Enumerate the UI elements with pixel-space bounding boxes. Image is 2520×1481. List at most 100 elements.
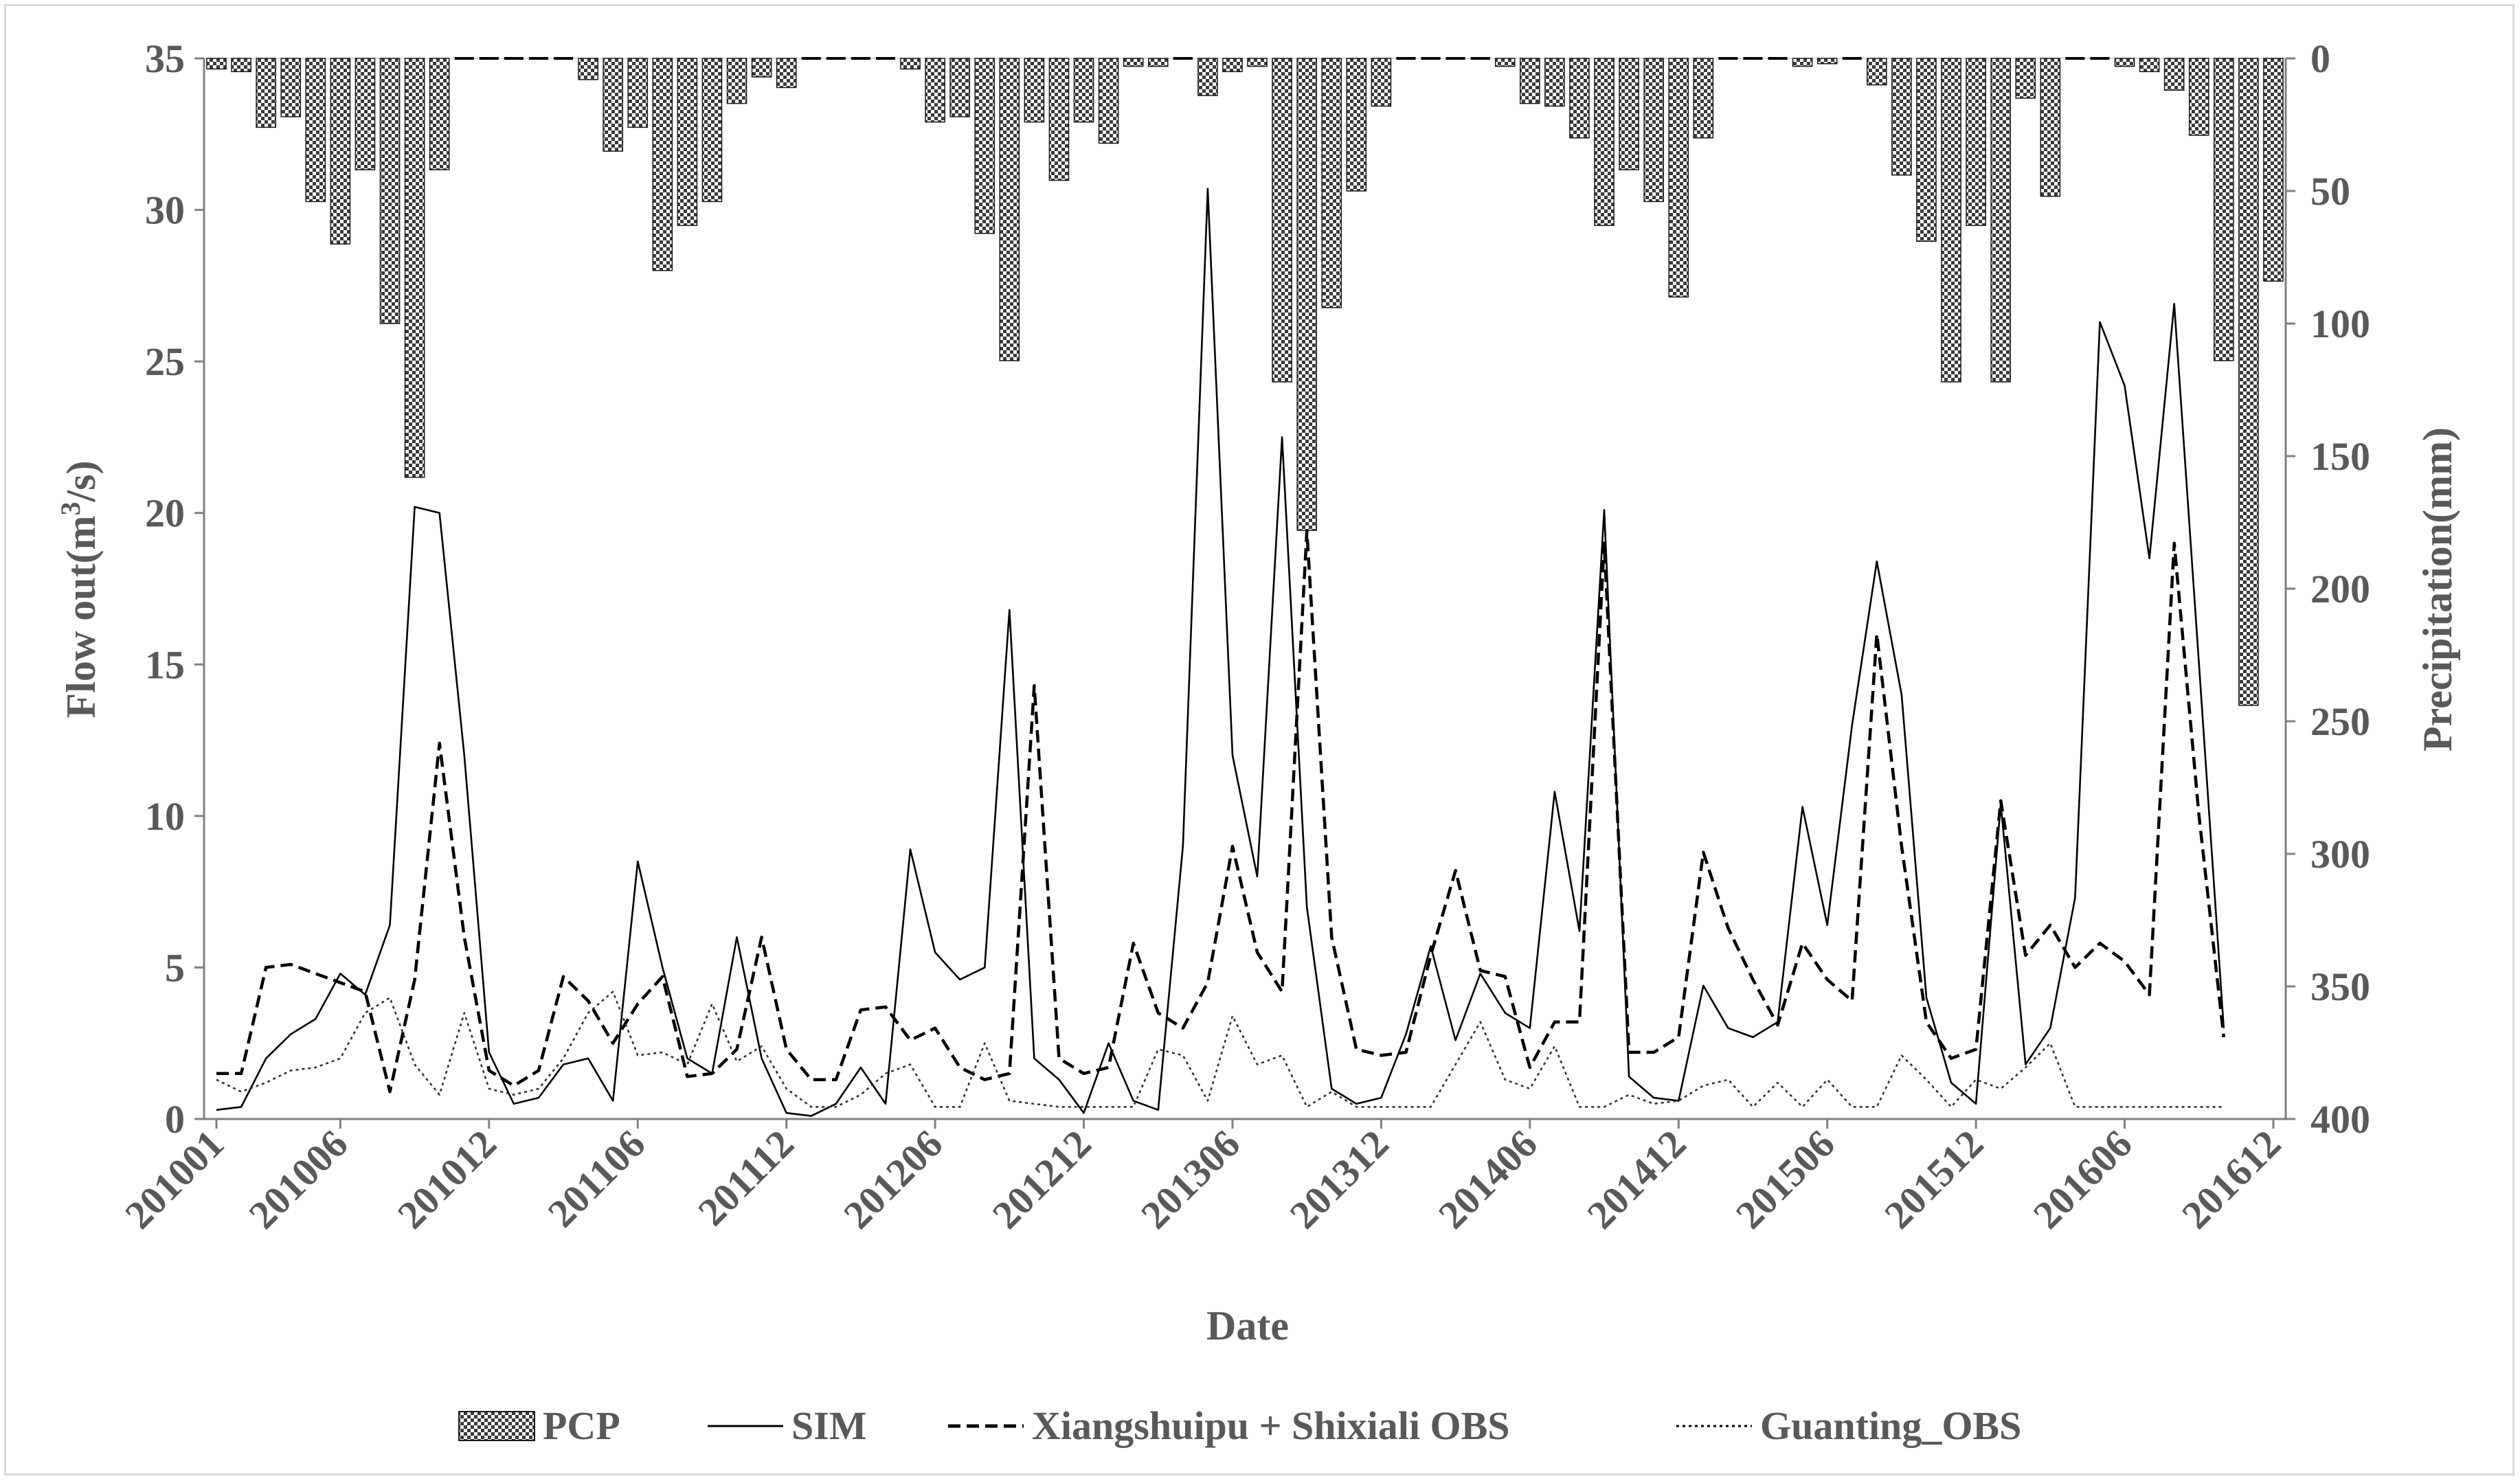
pcp-bar xyxy=(256,58,276,128)
x-tick-label: 201512 xyxy=(1876,1121,1992,1237)
x-tick-label: 201206 xyxy=(835,1121,951,1237)
pcp-bar xyxy=(1643,58,1664,203)
pcp-bar xyxy=(974,58,995,234)
x-tick-label: 201212 xyxy=(984,1121,1100,1237)
right-tick-label: 350 xyxy=(2310,964,2370,1009)
x-tick-label: 201012 xyxy=(389,1121,505,1237)
right-tick-label: 400 xyxy=(2310,1097,2370,1142)
pcp-bar xyxy=(1594,58,1615,226)
y-axis-right-label: Precipitation(mm) xyxy=(2415,427,2460,751)
x-tick-label: 201506 xyxy=(1727,1121,1843,1237)
right-tick-label: 0 xyxy=(2310,36,2330,81)
pcp-bar xyxy=(1891,58,1912,176)
right-tick-label: 150 xyxy=(2310,434,2370,479)
pcp-bar xyxy=(999,58,1020,361)
pcp-bar xyxy=(280,58,302,117)
legend-pcp-label: PCP xyxy=(543,1403,620,1448)
x-axis-ticks: 201001 201006 201012 201106 201112 201206 2012… xyxy=(116,1119,2289,1237)
right-tick-label: 300 xyxy=(2310,832,2370,877)
pcp-bar xyxy=(305,58,326,203)
pcp-bar xyxy=(1073,58,1094,123)
pcp-bar xyxy=(1990,58,2011,383)
pcp-bar xyxy=(1966,58,1986,226)
x-tick-label: 201112 xyxy=(689,1121,802,1234)
pcp-bar xyxy=(379,58,401,324)
pcp-bar xyxy=(2214,58,2234,361)
legend-sim-label: SIM xyxy=(791,1403,867,1448)
x-axis-label: Date xyxy=(1206,1303,1289,1348)
pcp-bar xyxy=(2263,58,2284,282)
pcp-bar xyxy=(429,58,450,170)
legend-pcp-swatch xyxy=(458,1411,535,1441)
pcp-bar xyxy=(1544,58,1565,107)
right-axis-ticks: 0 50 100 150 200 250 300 350 400 xyxy=(2286,36,2370,1142)
left-tick-label: 10 xyxy=(145,794,185,839)
pcp-bars xyxy=(206,57,2284,706)
pcp-bar xyxy=(1371,58,1392,107)
pcp-bar xyxy=(2015,58,2036,99)
pcp-bar xyxy=(701,58,723,203)
left-tick-label: 5 xyxy=(165,945,185,990)
left-tick-label: 35 xyxy=(145,36,185,81)
pcp-bar xyxy=(776,58,797,89)
pcp-bar xyxy=(2238,58,2259,706)
left-tick-label: 15 xyxy=(145,642,185,687)
pcp-bar xyxy=(1296,58,1317,531)
pcp-bar xyxy=(206,58,227,70)
left-tick-label: 30 xyxy=(145,188,185,233)
x-tick-label: 201312 xyxy=(1281,1121,1397,1237)
pcp-bar xyxy=(652,58,673,271)
pcp-bar xyxy=(2114,58,2135,67)
sim-line xyxy=(216,188,2225,1117)
pcp-bar xyxy=(404,58,425,478)
pcp-bar xyxy=(2188,58,2209,136)
pcp-bar xyxy=(330,58,351,245)
pcp-bar xyxy=(1048,58,1070,181)
pcp-bar xyxy=(1792,58,1813,67)
pcp-bar xyxy=(1123,58,1144,67)
legend: PCP SIM Xiangshuipu + Shixiali OBS Guant… xyxy=(458,1403,2021,1448)
pcp-bar xyxy=(1098,58,1119,144)
left-tick-label: 0 xyxy=(165,1097,185,1142)
pcp-bar xyxy=(2040,58,2061,197)
x-tick-label: 201006 xyxy=(240,1121,357,1237)
pcp-bar xyxy=(1816,58,1838,65)
pcp-bar xyxy=(949,58,970,117)
right-tick-label: 200 xyxy=(2310,567,2370,611)
pcp-bar xyxy=(1668,58,1689,298)
pcp-bar xyxy=(1197,58,1218,96)
pcp-bar xyxy=(1619,58,1639,170)
pcp-bar xyxy=(900,58,921,70)
pcp-bar xyxy=(578,58,598,80)
pcp-bar xyxy=(1569,58,1590,139)
pcp-bar xyxy=(1494,58,1516,67)
pcp-bar xyxy=(231,58,251,73)
pcp-bar xyxy=(1941,58,1961,383)
guanting-obs-line xyxy=(216,991,2224,1108)
pcp-bar xyxy=(1222,58,1243,73)
left-tick-label: 25 xyxy=(145,339,185,384)
pcp-bar xyxy=(627,58,649,128)
x-tick-label: 201306 xyxy=(1132,1121,1248,1237)
pcp-bar xyxy=(1867,58,1887,86)
pcp-bar xyxy=(1024,58,1045,123)
pcp-bar xyxy=(1520,58,1540,104)
pcp-bar xyxy=(1272,58,1292,383)
pcp-bar xyxy=(1916,58,1937,242)
left-tick-label: 20 xyxy=(145,491,185,536)
pcp-bar xyxy=(925,58,945,123)
pcp-bar xyxy=(751,58,772,78)
pcp-bar xyxy=(726,58,747,104)
right-tick-label: 100 xyxy=(2310,302,2370,346)
x-tick-label: 201106 xyxy=(539,1121,654,1236)
x-tick-label: 201412 xyxy=(1578,1121,1694,1237)
left-axis-ticks: 0 5 10 15 20 25 30 35 xyxy=(145,36,204,1142)
right-tick-label: 50 xyxy=(2310,169,2350,214)
series-lines xyxy=(216,188,2226,1117)
pcp-bar xyxy=(1346,58,1367,192)
pcp-bar xyxy=(1247,58,1268,67)
xiangshuipu-shixiali-obs-line xyxy=(216,529,2226,1094)
pcp-bar xyxy=(1693,58,1714,139)
pcp-bar xyxy=(355,58,376,170)
